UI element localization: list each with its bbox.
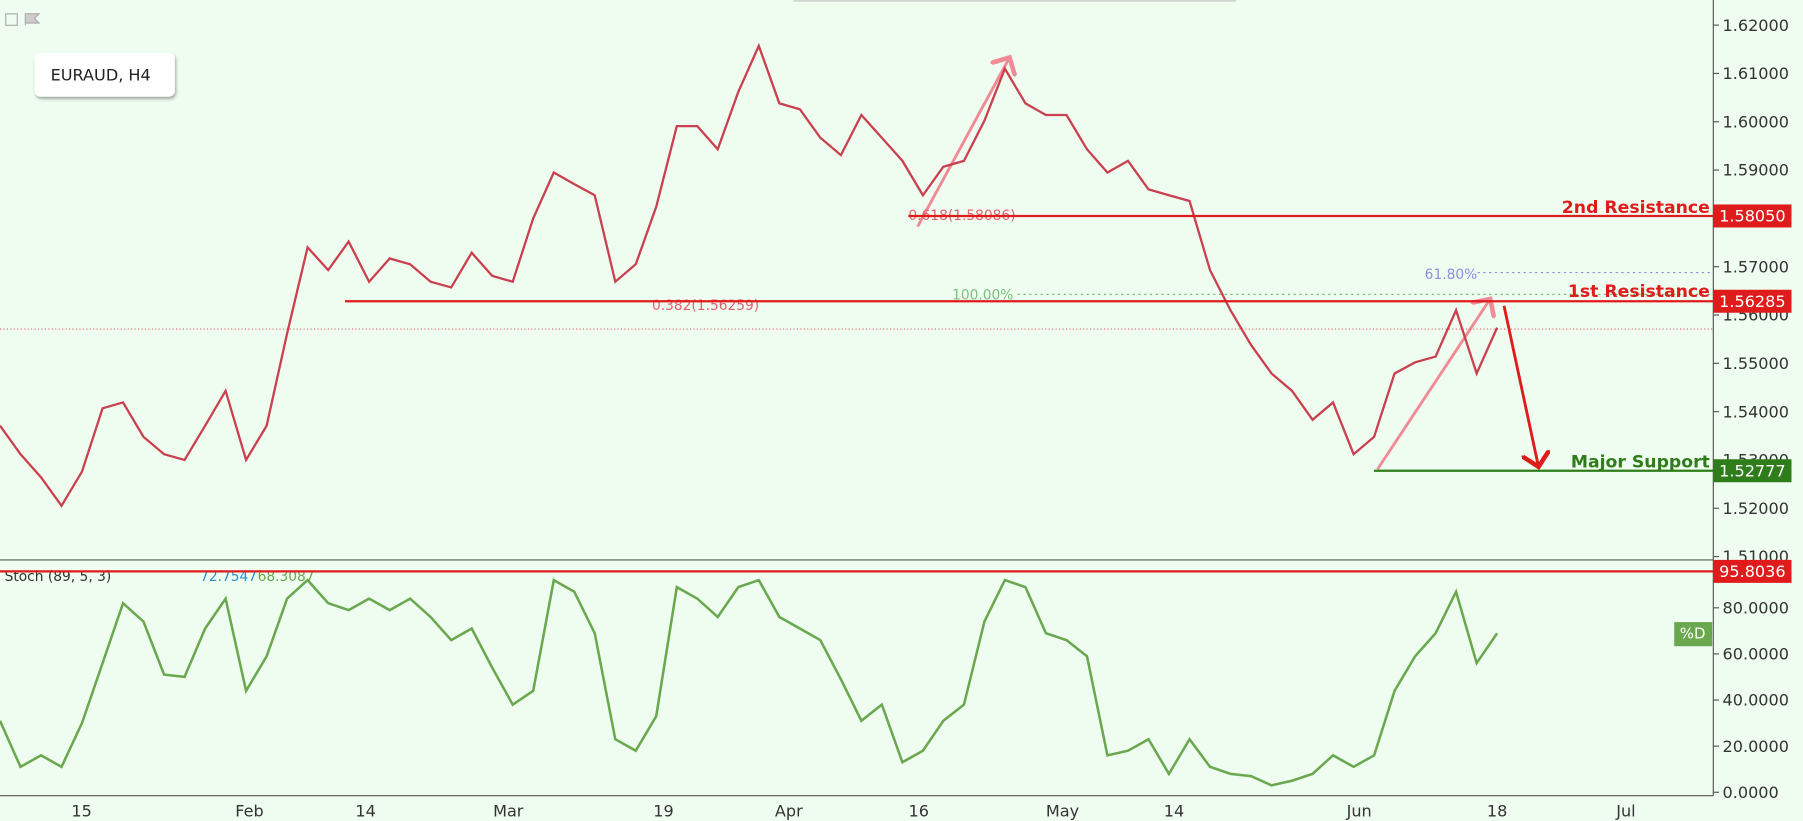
x-tick-label: 14 (1164, 801, 1184, 820)
projection-arrow (1376, 299, 1491, 470)
x-tick-label: Jul (1615, 801, 1635, 820)
indicator-reading: 72.7547 (200, 569, 257, 585)
y-tick-label: 1.54000 (1723, 402, 1790, 421)
price-label: 1.58050 (1719, 207, 1786, 226)
x-tick-label: May (1046, 801, 1080, 820)
x-tick-label: 16 (909, 801, 929, 820)
series-line (0, 42, 1499, 508)
indicator-reading: 68.3087 (258, 569, 315, 585)
price-label: 1.56285 (1719, 292, 1786, 311)
price-label-box (1713, 559, 1792, 583)
price-label-box (1713, 204, 1792, 228)
y-tick-label: 1.61000 (1723, 64, 1790, 83)
y-tick-label: 0.0000 (1723, 783, 1779, 802)
indicator-title: Stoch (89, 5, 3) (5, 569, 112, 585)
symbol-title: EURAUD, H4 (51, 65, 151, 84)
y-tick-label: 1.55000 (1723, 354, 1790, 373)
fib-label: 61.80% (1425, 267, 1478, 283)
series-line (0, 578, 1499, 787)
symbol-box (34, 52, 175, 97)
collapse-icon[interactable] (5, 13, 18, 26)
y-tick-label: 1.60000 (1723, 112, 1790, 131)
flag-icon[interactable] (24, 13, 41, 26)
x-tick-label: Feb (235, 801, 263, 820)
price-label: 95.8036 (1719, 562, 1786, 581)
y-tick-label: 1.57000 (1723, 257, 1790, 276)
x-tick-label: Apr (775, 801, 803, 820)
level-name: Major Support (1571, 453, 1710, 473)
x-tick-label: 18 (1487, 801, 1507, 820)
series-badge (1674, 622, 1713, 647)
y-tick-label: 1.59000 (1723, 161, 1790, 180)
y-tick-label: 60.0000 (1723, 645, 1790, 664)
level-name: 1st Resistance (1568, 282, 1710, 302)
y-tick-label: 40.0000 (1723, 691, 1790, 710)
price-label: 1.52777 (1719, 461, 1786, 480)
x-tick-label: Mar (493, 801, 524, 820)
x-tick-label: 14 (355, 801, 375, 820)
series-name: %D (1680, 625, 1706, 643)
fib-label: 100.00% (952, 288, 1013, 304)
y-tick-label: 80.0000 (1723, 598, 1790, 617)
y-tick-label: 1.52000 (1723, 499, 1790, 518)
price-label-box (1713, 459, 1792, 483)
x-tick-label: Jun (1346, 801, 1372, 820)
x-tick-label: 15 (71, 801, 91, 820)
level-name: 2nd Resistance (1562, 198, 1710, 218)
projection-arrow (916, 57, 1010, 228)
y-tick-label: 1.62000 (1723, 16, 1790, 35)
price-label-box (1713, 289, 1792, 313)
y-tick-label: 20.0000 (1723, 737, 1790, 756)
x-tick-label: 19 (653, 801, 673, 820)
forecast-arrow (1502, 305, 1538, 467)
